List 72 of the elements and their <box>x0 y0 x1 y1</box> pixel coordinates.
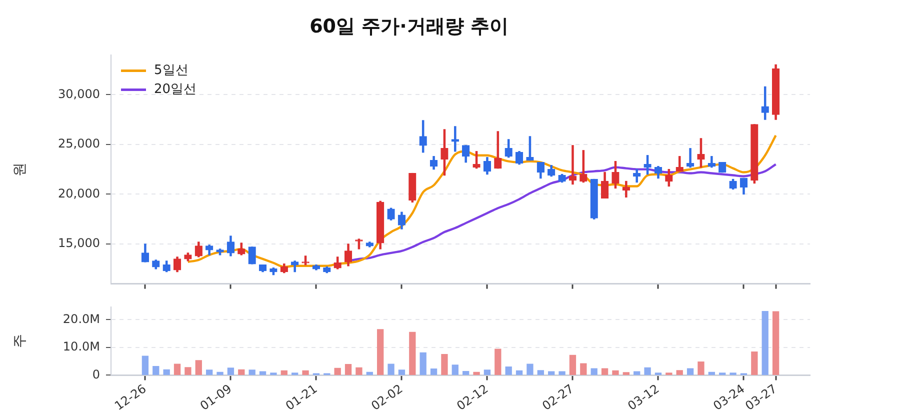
y-tick-label: 25,000 <box>58 136 100 151</box>
bar <box>516 370 523 376</box>
y-axis-title: 주 <box>12 334 28 348</box>
bar <box>248 370 256 376</box>
bar <box>420 352 426 376</box>
bar <box>526 364 534 376</box>
bar <box>590 368 598 376</box>
bar <box>601 368 608 376</box>
bar <box>622 372 630 376</box>
candlestick <box>686 148 694 168</box>
y-tick-label: 10.0M <box>62 340 100 354</box>
legend-label: 20일선 <box>154 82 197 98</box>
bar <box>441 354 448 376</box>
bar <box>548 371 555 376</box>
bar <box>676 370 683 376</box>
bar <box>280 370 288 376</box>
bar <box>430 368 438 376</box>
bar <box>698 362 704 376</box>
bar <box>259 371 266 376</box>
bar <box>462 370 470 376</box>
bar <box>292 372 298 376</box>
y-tick-label: 20.0M <box>62 312 100 326</box>
bar <box>666 372 672 376</box>
candlestick <box>568 145 577 185</box>
bar <box>227 368 234 376</box>
bar <box>206 370 213 376</box>
legend-label: 5일선 <box>154 63 188 78</box>
bar <box>377 329 384 376</box>
bar <box>686 368 694 376</box>
bar <box>484 370 491 376</box>
bar <box>558 371 566 376</box>
bar <box>238 369 245 376</box>
bar <box>163 369 170 376</box>
bar <box>270 372 277 376</box>
candlestick <box>451 126 459 152</box>
y-axis-title: 원 <box>12 162 28 176</box>
bar <box>388 364 394 376</box>
bar <box>366 372 373 376</box>
bar <box>569 354 576 376</box>
y-tick-label: 20,000 <box>58 186 100 200</box>
bar <box>344 364 352 376</box>
bar <box>409 332 416 376</box>
bar <box>398 370 406 376</box>
bar <box>644 367 651 376</box>
bar <box>334 368 341 376</box>
bar <box>719 372 726 376</box>
bar <box>751 352 758 376</box>
bar <box>356 367 362 376</box>
bar <box>195 360 202 376</box>
bar <box>152 366 160 376</box>
bar <box>730 372 736 376</box>
y-tick-label: 0 <box>92 367 100 382</box>
bar <box>612 370 619 376</box>
bar <box>494 348 502 376</box>
bar <box>505 366 512 376</box>
bar <box>654 372 662 376</box>
bar <box>452 364 458 376</box>
bar <box>184 367 192 376</box>
bar <box>302 370 309 376</box>
bar <box>772 311 780 376</box>
bar <box>708 372 715 376</box>
bar <box>634 371 640 376</box>
bar <box>142 356 149 376</box>
bar <box>473 372 480 376</box>
chart-title: 60일 주가·거래량 추이 <box>310 15 508 38</box>
bar <box>580 363 587 376</box>
bar <box>537 370 544 376</box>
y-tick-label: 15,000 <box>58 236 100 250</box>
bar <box>216 372 224 376</box>
y-tick-label: 30,000 <box>58 86 100 101</box>
bar <box>174 364 181 376</box>
bar <box>762 311 768 376</box>
